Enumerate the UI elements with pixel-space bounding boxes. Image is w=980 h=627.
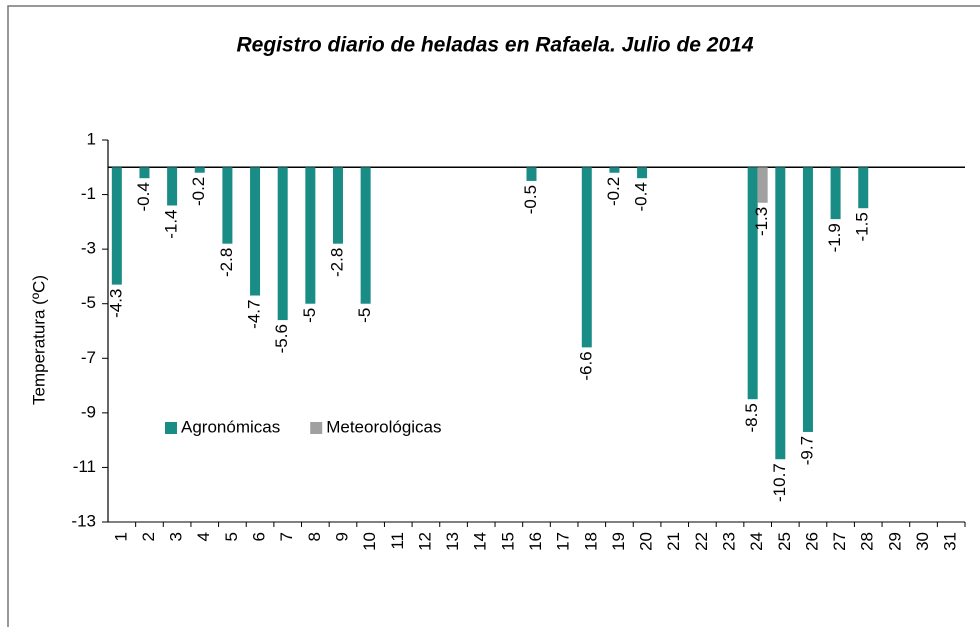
value-label: -0.4 — [134, 182, 153, 211]
value-label: -6.6 — [576, 351, 595, 380]
legend-swatch — [310, 422, 323, 434]
bar — [802, 167, 813, 432]
legend-label: Meteorológicas — [326, 417, 441, 436]
value-label: -2.8 — [327, 248, 346, 277]
x-tick-label: 10 — [360, 532, 379, 551]
y-axis-label: Temperatura (ºC) — [29, 275, 48, 405]
x-tick-label: 21 — [664, 532, 683, 551]
value-label: -10.7 — [770, 463, 789, 502]
y-tick-label: 1 — [87, 129, 96, 148]
value-label: -5.6 — [272, 324, 291, 353]
bar — [305, 167, 316, 304]
y-tick-label: -1 — [81, 184, 96, 203]
bar — [858, 167, 869, 209]
x-tick-label: 20 — [637, 532, 656, 551]
bar — [167, 167, 178, 206]
x-tick-label: 13 — [443, 532, 462, 551]
x-tick-label: 11 — [388, 532, 407, 550]
value-label: -0.2 — [189, 177, 208, 206]
x-tick-label: 4 — [194, 532, 213, 541]
bar — [609, 167, 620, 173]
x-tick-label: 30 — [913, 532, 932, 551]
x-tick-label: 27 — [830, 532, 849, 551]
x-tick-label: 14 — [471, 532, 490, 551]
bar — [581, 167, 592, 348]
bar — [526, 167, 537, 181]
x-tick-label: 18 — [581, 532, 600, 551]
y-tick-label: -11 — [73, 457, 96, 476]
value-label: -9.7 — [797, 436, 816, 465]
y-tick-label: -5 — [81, 293, 96, 312]
y-tick-label: -3 — [81, 239, 96, 258]
y-tick-label: -7 — [81, 348, 96, 367]
x-tick-label: 15 — [498, 532, 517, 551]
bar — [222, 167, 233, 244]
y-tick-label: -13 — [71, 511, 96, 530]
bar — [111, 167, 122, 285]
x-tick-label: 17 — [554, 532, 573, 551]
x-tick-label: 3 — [167, 532, 186, 541]
value-label: -0.4 — [632, 182, 651, 211]
x-tick-label: 24 — [747, 532, 766, 551]
value-label: -1.9 — [825, 223, 844, 252]
bar — [332, 167, 343, 244]
x-tick-label: 29 — [885, 532, 904, 551]
value-label: -4.3 — [106, 289, 125, 318]
x-tick-label: 7 — [277, 532, 296, 541]
value-label: -5 — [355, 308, 374, 323]
legend-label: Agronómicas — [181, 417, 280, 436]
value-label: -1.4 — [162, 209, 181, 238]
bar — [757, 167, 768, 203]
x-tick-label: 19 — [609, 532, 628, 551]
x-tick-label: 6 — [250, 532, 269, 541]
value-label: -5 — [300, 308, 319, 323]
x-tick-label: 23 — [720, 532, 739, 551]
y-tick-label: -9 — [81, 402, 96, 421]
bar — [360, 167, 371, 304]
x-tick-label: 25 — [775, 532, 794, 551]
value-label: -2.8 — [217, 248, 236, 277]
x-tick-label: 8 — [305, 532, 324, 541]
x-tick-label: 31 — [941, 532, 960, 551]
legend-swatch — [165, 422, 177, 434]
bar — [194, 167, 205, 173]
value-label: -4.7 — [245, 300, 264, 329]
bar — [277, 167, 288, 321]
bar — [250, 167, 261, 296]
chart-title: Registro diario de heladas en Rafaela. J… — [236, 34, 753, 57]
x-tick-label: 1 — [111, 532, 130, 541]
x-tick-label: 22 — [692, 532, 711, 551]
value-label: -1.5 — [853, 212, 872, 241]
bar — [747, 167, 758, 400]
x-tick-label: 9 — [332, 532, 351, 541]
x-tick-label: 16 — [526, 532, 545, 551]
frame — [7, 5, 980, 627]
value-label: -8.5 — [742, 403, 761, 432]
value-label: -0.2 — [604, 177, 623, 206]
x-tick-label: 26 — [802, 532, 821, 551]
bar — [139, 167, 150, 179]
x-tick-label: 5 — [222, 532, 241, 541]
bar — [830, 167, 841, 220]
x-tick-label: 28 — [858, 532, 877, 551]
value-label: -1.3 — [752, 207, 771, 236]
x-tick-label: 2 — [139, 532, 158, 541]
bar — [775, 167, 786, 460]
bar — [637, 167, 648, 179]
x-tick-label: 12 — [415, 532, 434, 551]
value-label: -0.5 — [521, 185, 540, 214]
